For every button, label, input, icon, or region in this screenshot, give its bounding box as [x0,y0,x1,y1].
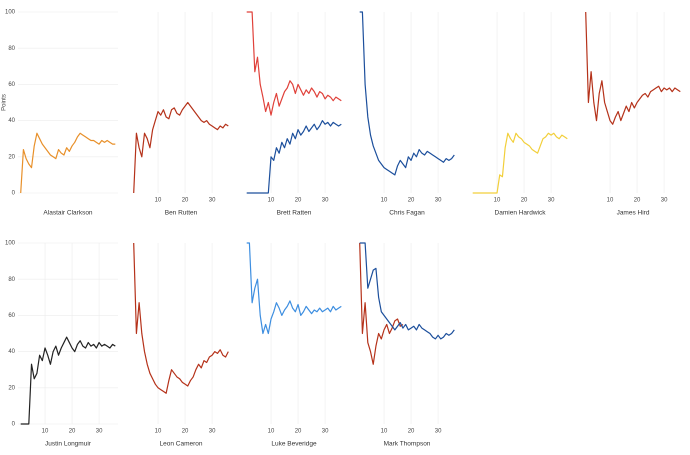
x-tick-label: 30 [96,429,103,435]
y-tick-label: 60 [8,82,15,88]
x-tick-label: 10 [155,429,162,435]
x-tick-label: 10 [268,198,275,204]
x-tick-label: 10 [607,198,614,204]
x-tick-label: 10 [381,198,388,204]
panel-title: Ben Rutten [165,210,198,217]
panel-title: Alastair Clarkson [43,210,93,217]
series-line [246,242,342,335]
series-line [359,11,455,176]
y-tick-label: 100 [5,241,16,247]
y-tick-label: 40 [8,118,15,124]
panel-title: Justin Longmuir [45,441,92,448]
panel-title: Luke Beveridge [271,441,317,448]
series-line [359,242,404,365]
panel-title: Leon Cameron [160,441,203,448]
x-tick-label: 20 [634,198,641,204]
y-tick-label: 20 [8,154,15,160]
panel-title: Mark Thompson [384,441,431,448]
x-tick-label: 30 [209,429,216,435]
series-line [133,101,229,194]
series-line [585,11,681,125]
x-tick-label: 20 [182,429,189,435]
x-tick-label: 30 [209,198,216,204]
series-line [472,132,568,194]
x-tick-label: 20 [408,429,415,435]
y-tick-label: 100 [5,10,16,16]
y-tick-label: 0 [12,191,16,197]
x-tick-label: 30 [661,198,668,204]
x-tick-label: 30 [435,198,442,204]
y-tick-label: 80 [8,277,15,283]
x-tick-label: 10 [42,429,49,435]
series-line [20,336,116,425]
x-tick-label: 10 [494,198,501,204]
y-tick-label: 60 [8,313,15,319]
series-line [359,242,455,340]
x-tick-label: 30 [322,429,329,435]
y-axis-label: Points [2,94,8,111]
x-tick-label: 20 [295,198,302,204]
panel-title: Brett Ratten [277,210,312,217]
x-tick-label: 20 [182,198,189,204]
x-tick-label: 20 [408,198,415,204]
panel-title: Chris Fagan [389,210,425,217]
x-tick-label: 30 [435,429,442,435]
series-line [20,132,116,194]
x-tick-label: 30 [548,198,555,204]
series-line [246,11,342,116]
x-tick-label: 10 [268,429,275,435]
y-tick-label: 0 [12,422,16,428]
x-tick-label: 20 [521,198,528,204]
x-tick-label: 20 [69,429,76,435]
y-tick-label: 80 [8,46,15,52]
x-tick-label: 30 [322,198,329,204]
series-line [133,242,229,394]
y-tick-label: 40 [8,349,15,355]
panel-title: James Hird [617,210,650,217]
y-tick-label: 20 [8,385,15,391]
x-tick-label: 10 [381,429,388,435]
x-tick-label: 20 [295,429,302,435]
panel-title: Damien Hardwick [495,210,547,217]
x-tick-label: 10 [155,198,162,204]
series-line [246,120,342,194]
